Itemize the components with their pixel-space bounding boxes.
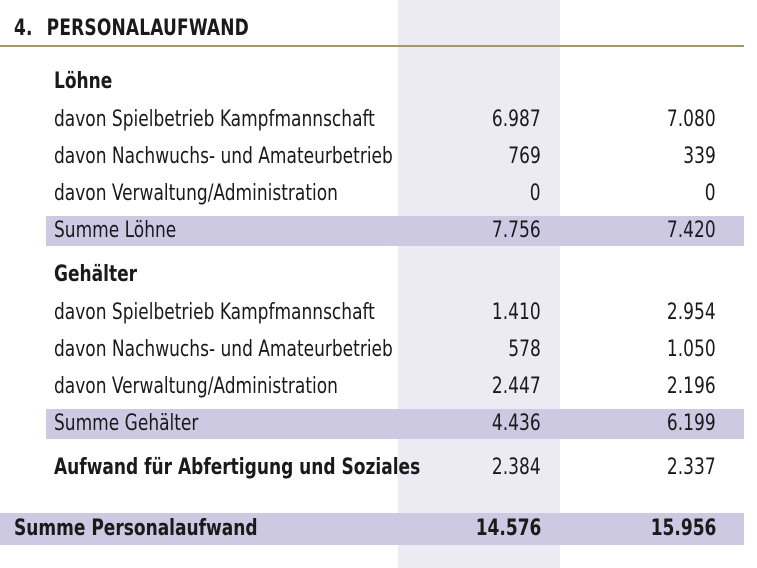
total-band — [0, 513, 744, 545]
table-row: davon Spielbetrieb Kampfmannschaft 1.410… — [54, 300, 716, 325]
group-heading-loehne: Löhne — [54, 69, 113, 94]
table-row: davon Nachwuchs- und Amateurbetrieb 769 … — [54, 144, 716, 169]
table-row: davon Verwaltung/Administration 0 0 — [54, 181, 716, 206]
section-heading: 4. PERSONALAUFWAND — [14, 14, 249, 44]
sum-band-loehne — [46, 216, 744, 246]
section-number: 4. — [14, 16, 33, 41]
table-row: davon Verwaltung/Administration 2.447 2.… — [54, 374, 716, 399]
sum-band-gehaelter — [46, 409, 744, 439]
total-row: Summe Personalaufwand 14.576 15.956 — [14, 516, 716, 541]
abfertigung-row: Aufwand für Abfertigung und Soziales 2.3… — [54, 455, 716, 480]
column-highlight-band — [398, 0, 560, 568]
group-heading-gehaelter: Gehälter — [54, 262, 138, 287]
section-title: PERSONALAUFWAND — [46, 16, 249, 41]
table-row: davon Spielbetrieb Kampfmannschaft 6.987… — [54, 107, 716, 132]
table-row: davon Nachwuchs- und Amateurbetrieb 578 … — [54, 337, 716, 362]
sum-row-loehne: Summe Löhne 7.756 7.420 — [54, 218, 716, 243]
sum-row-gehaelter: Summe Gehälter 4.436 6.199 — [54, 411, 716, 436]
heading-rule — [0, 45, 744, 47]
